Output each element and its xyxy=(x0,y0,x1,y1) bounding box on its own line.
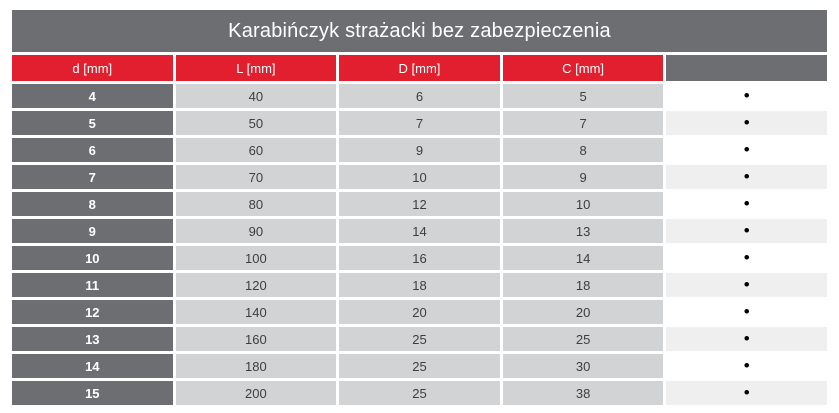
table-title: Karabińczyk strażacki bez zabezpieczenia xyxy=(12,10,827,52)
bullet-cell: • xyxy=(666,381,827,405)
cell-l: 60 xyxy=(175,138,337,162)
cell-d: 5 xyxy=(12,111,173,135)
cell-c: 18 xyxy=(502,273,664,297)
bullet-icon: • xyxy=(743,275,750,294)
bullet-cell: • xyxy=(666,111,827,135)
bullet-cell: • xyxy=(666,273,827,297)
table-row: 6 60 9 8 • xyxy=(12,138,827,162)
bullet-icon: • xyxy=(743,356,750,375)
col-header-l: L [mm] xyxy=(175,55,337,81)
cell-d: 8 xyxy=(12,192,173,216)
table-row: 13 160 25 25 • xyxy=(12,327,827,351)
cell-c: 30 xyxy=(502,354,664,378)
bullet-icon: • xyxy=(743,302,750,321)
cell-dcap: 10 xyxy=(339,165,500,189)
table-row: 14 180 25 30 • xyxy=(12,354,827,378)
cell-dcap: 9 xyxy=(339,138,500,162)
cell-dcap: 12 xyxy=(339,192,500,216)
cell-c: 9 xyxy=(502,165,664,189)
cell-l: 100 xyxy=(175,246,337,270)
bullet-icon: • xyxy=(743,248,750,267)
cell-d: 7 xyxy=(12,165,173,189)
cell-d: 4 xyxy=(12,84,173,108)
cell-l: 80 xyxy=(175,192,337,216)
cell-dcap: 16 xyxy=(339,246,500,270)
cell-l: 40 xyxy=(175,84,337,108)
table-body: 4 40 6 5 • 5 50 7 7 • 6 60 9 8 • 7 70 10… xyxy=(12,84,827,405)
bullet-cell: • xyxy=(666,138,827,162)
bullet-icon: • xyxy=(743,383,750,402)
bullet-cell: • xyxy=(666,300,827,324)
bullet-cell: • xyxy=(666,246,827,270)
col-header-c: C [mm] xyxy=(502,55,664,81)
cell-d: 9 xyxy=(12,219,173,243)
cell-l: 160 xyxy=(175,327,337,351)
cell-l: 90 xyxy=(175,219,337,243)
table-row: 4 40 6 5 • xyxy=(12,84,827,108)
cell-c: 10 xyxy=(502,192,664,216)
bullet-cell: • xyxy=(666,219,827,243)
cell-dcap: 18 xyxy=(339,273,500,297)
cell-d: 6 xyxy=(12,138,173,162)
table-row: 15 200 25 38 • xyxy=(12,381,827,405)
col-header-empty xyxy=(666,55,827,81)
cell-c: 38 xyxy=(502,381,664,405)
spec-table: Karabińczyk strażacki bez zabezpieczenia… xyxy=(9,7,830,408)
bullet-icon: • xyxy=(743,194,750,213)
bullet-cell: • xyxy=(666,354,827,378)
cell-d: 10 xyxy=(12,246,173,270)
cell-dcap: 25 xyxy=(339,354,500,378)
cell-c: 20 xyxy=(502,300,664,324)
table-row: 9 90 14 13 • xyxy=(12,219,827,243)
table-row: 12 140 20 20 • xyxy=(12,300,827,324)
cell-c: 5 xyxy=(502,84,664,108)
cell-d: 15 xyxy=(12,381,173,405)
cell-c: 25 xyxy=(502,327,664,351)
cell-dcap: 25 xyxy=(339,381,500,405)
table-row: 7 70 10 9 • xyxy=(12,165,827,189)
cell-dcap: 7 xyxy=(339,111,500,135)
cell-d: 14 xyxy=(12,354,173,378)
cell-d: 13 xyxy=(12,327,173,351)
bullet-icon: • xyxy=(743,167,750,186)
cell-l: 50 xyxy=(175,111,337,135)
table-row: 8 80 12 10 • xyxy=(12,192,827,216)
title-row: Karabińczyk strażacki bez zabezpieczenia xyxy=(12,10,827,52)
cell-d: 12 xyxy=(12,300,173,324)
cell-l: 180 xyxy=(175,354,337,378)
cell-dcap: 20 xyxy=(339,300,500,324)
col-header-dcap: D [mm] xyxy=(339,55,500,81)
cell-l: 140 xyxy=(175,300,337,324)
cell-l: 200 xyxy=(175,381,337,405)
bullet-icon: • xyxy=(743,113,750,132)
cell-dcap: 25 xyxy=(339,327,500,351)
cell-dcap: 6 xyxy=(339,84,500,108)
bullet-icon: • xyxy=(743,329,750,348)
cell-c: 13 xyxy=(502,219,664,243)
cell-c: 14 xyxy=(502,246,664,270)
bullet-cell: • xyxy=(666,165,827,189)
col-header-d: d [mm] xyxy=(12,55,173,81)
table-row: 11 120 18 18 • xyxy=(12,273,827,297)
cell-c: 8 xyxy=(502,138,664,162)
cell-d: 11 xyxy=(12,273,173,297)
cell-dcap: 14 xyxy=(339,219,500,243)
bullet-cell: • xyxy=(666,84,827,108)
header-row: d [mm] L [mm] D [mm] C [mm] xyxy=(12,55,827,81)
table-row: 10 100 16 14 • xyxy=(12,246,827,270)
bullet-cell: • xyxy=(666,327,827,351)
cell-c: 7 xyxy=(502,111,664,135)
bullet-cell: • xyxy=(666,192,827,216)
bullet-icon: • xyxy=(743,140,750,159)
table-row: 5 50 7 7 • xyxy=(12,111,827,135)
cell-l: 70 xyxy=(175,165,337,189)
bullet-icon: • xyxy=(743,221,750,240)
bullet-icon: • xyxy=(743,86,750,105)
cell-l: 120 xyxy=(175,273,337,297)
